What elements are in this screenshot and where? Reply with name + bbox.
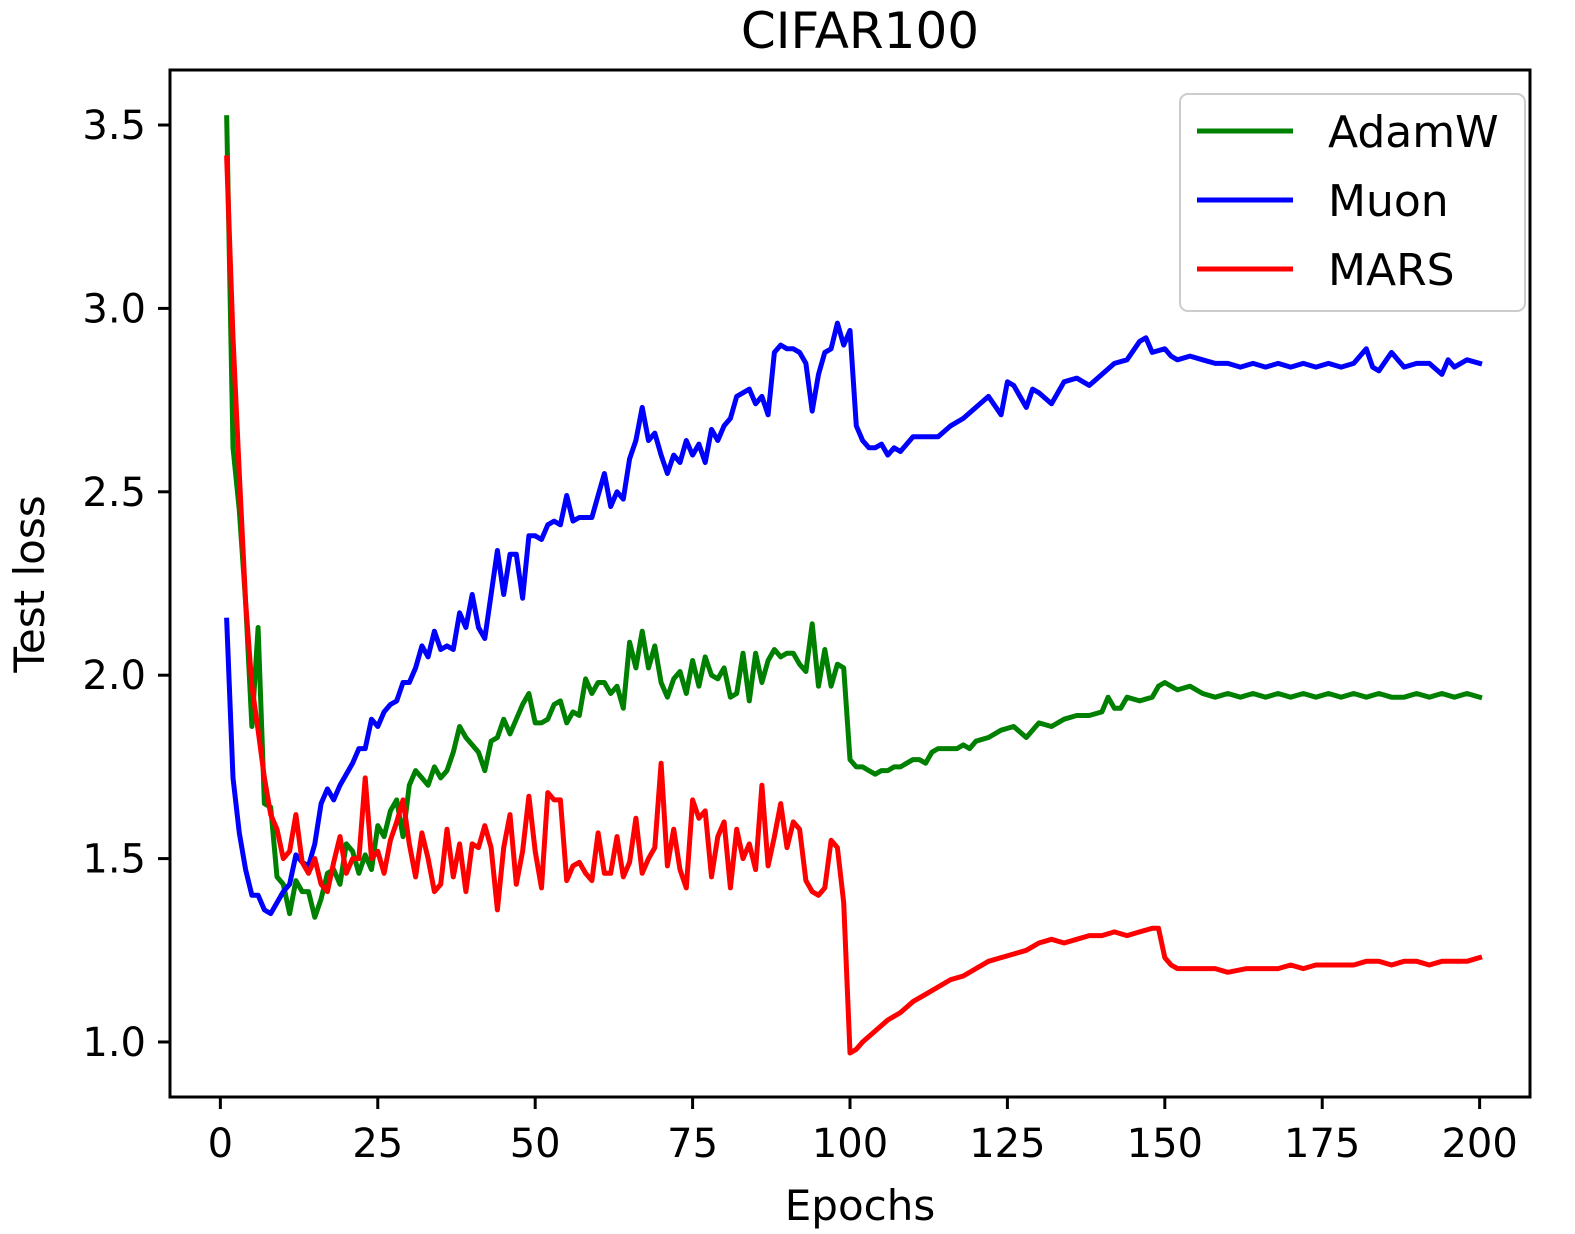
x-tick-label: 75 [667,1121,718,1167]
legend-box [1179,93,1526,312]
series-line-adamw [224,115,1483,920]
legend-label-muon: Muon [1328,176,1449,227]
y-axis-label: Test loss [5,495,54,673]
y-tick-label: 1.0 [82,1020,146,1066]
x-tick-label: 25 [352,1121,403,1167]
x-tick-label: 0 [208,1121,233,1167]
legend: AdamW Muon MARS [1179,93,1526,312]
y-tick-label: 1.5 [82,837,146,883]
series-layer [224,115,1483,1056]
x-tick-label: 175 [1284,1121,1360,1167]
x-tick-label: 100 [812,1121,888,1167]
legend-label-mars: MARS [1328,245,1455,296]
x-axis-label: Epochs [785,1181,936,1230]
x-tick-label: 200 [1441,1121,1517,1167]
y-tick-label: 3.0 [82,286,146,332]
x-tick-label: 50 [510,1121,561,1167]
x-tick-label: 150 [1127,1121,1203,1167]
y-axis-ticks: 1.0 1.5 2.0 2.5 3.0 3.5 [82,103,170,1066]
y-tick-label: 2.5 [82,470,146,516]
y-tick-label: 2.0 [82,653,146,699]
series-line-muon [224,320,1483,917]
x-tick-label: 125 [969,1121,1045,1167]
x-axis-ticks: 0 25 50 75 100 125 150 175 200 [208,1097,1518,1167]
chart-title: CIFAR100 [741,2,979,60]
legend-label-adamw: AdamW [1328,107,1499,158]
series-line-mars [224,155,1483,1056]
y-tick-label: 3.5 [82,103,146,149]
